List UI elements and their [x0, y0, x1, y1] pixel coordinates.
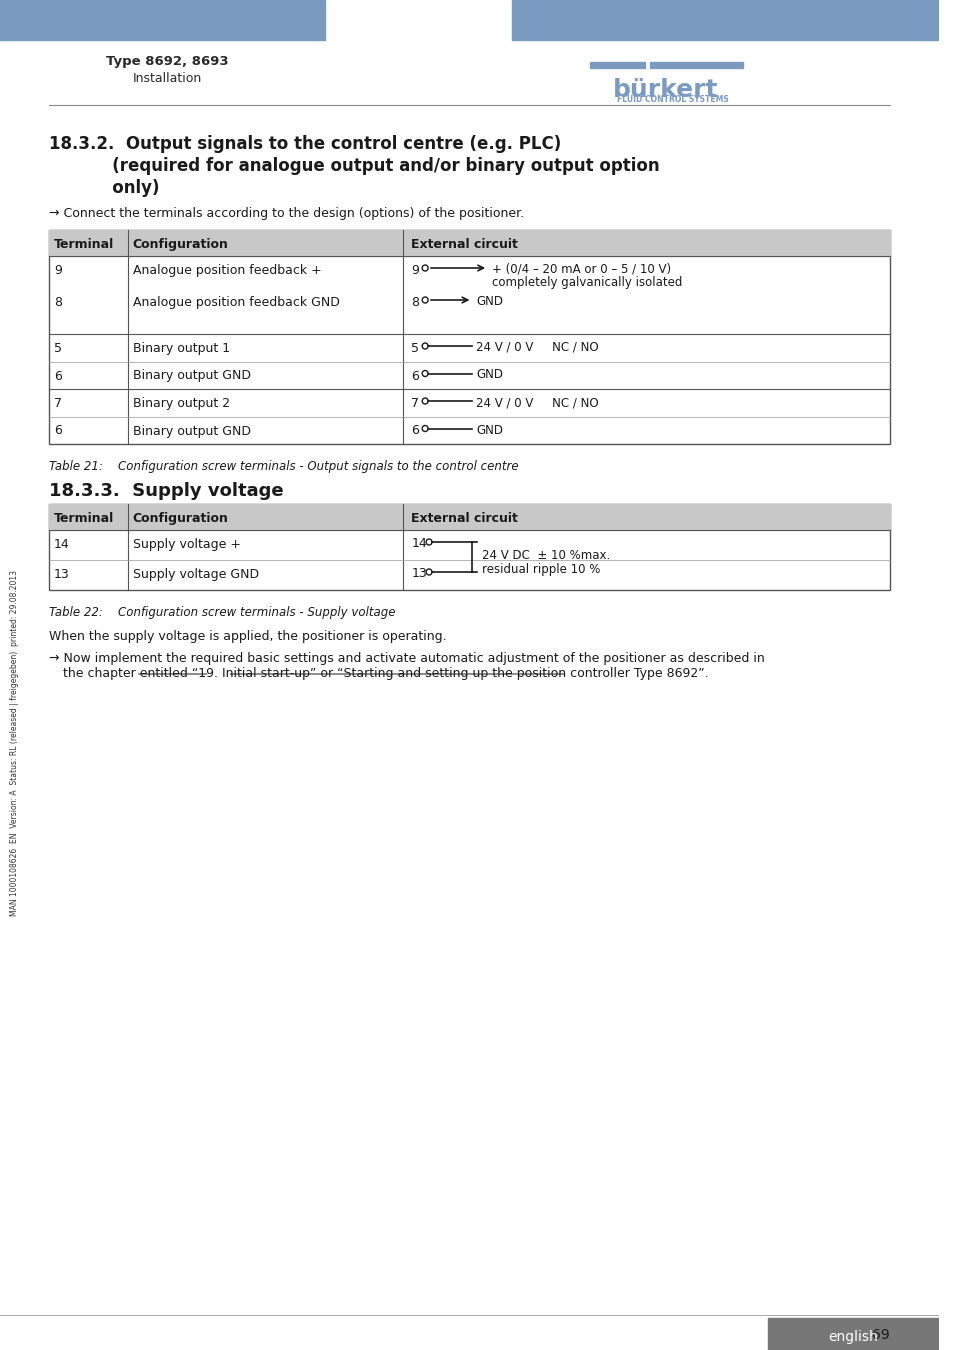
Text: GND: GND	[476, 296, 503, 308]
Text: Type 8692, 8693: Type 8692, 8693	[106, 55, 229, 68]
Text: the chapter entitled “19. Initial start-up” or “Starting and setting up the posi: the chapter entitled “19. Initial start-…	[63, 667, 708, 680]
Text: 8: 8	[54, 296, 62, 309]
Text: FLUID CONTROL SYSTEMS: FLUID CONTROL SYSTEMS	[617, 95, 728, 104]
Text: 13: 13	[54, 568, 70, 580]
Bar	[50, 504, 889, 531]
Text: Binary output GND: Binary output GND	[132, 424, 251, 437]
Text: Configuration: Configuration	[132, 512, 229, 525]
Text: Supply voltage GND: Supply voltage GND	[132, 568, 258, 580]
Bar	[50, 504, 889, 590]
Text: 7: 7	[54, 397, 62, 410]
Text: (required for analogue output and/or binary output option: (required for analogue output and/or bin…	[50, 157, 659, 176]
Text: 24 V / 0 V     NC / NO: 24 V / 0 V NC / NO	[476, 342, 598, 354]
Text: 9: 9	[411, 265, 418, 277]
Bar	[50, 230, 889, 444]
Text: Binary output GND: Binary output GND	[132, 370, 251, 382]
Text: Table 21:: Table 21:	[50, 460, 103, 472]
Text: Terminal: Terminal	[54, 512, 114, 525]
Text: + (0/4 – 20 mA or 0 – 5 / 10 V): + (0/4 – 20 mA or 0 – 5 / 10 V)	[492, 263, 671, 275]
Text: Binary output 1: Binary output 1	[132, 342, 230, 355]
Text: Table 22:: Table 22:	[50, 606, 103, 620]
Text: 24 V / 0 V     NC / NO: 24 V / 0 V NC / NO	[476, 396, 598, 409]
Bar	[649, 62, 742, 68]
Text: When the supply voltage is applied, the positioner is operating.: When the supply voltage is applied, the …	[50, 630, 446, 643]
Bar	[511, 0, 938, 40]
Text: Analogue position feedback +: Analogue position feedback +	[132, 265, 321, 277]
Text: Analogue position feedback GND: Analogue position feedback GND	[132, 296, 339, 309]
Text: 14: 14	[411, 537, 427, 549]
Bar	[590, 62, 644, 68]
Text: GND: GND	[476, 424, 503, 436]
Bar	[0, 0, 324, 40]
Text: Installation: Installation	[132, 72, 202, 85]
Text: 5: 5	[411, 342, 419, 355]
Text: Terminal: Terminal	[54, 238, 114, 251]
Text: GND: GND	[476, 369, 503, 382]
Bar	[50, 230, 889, 256]
Text: only): only)	[50, 180, 159, 197]
Text: bürkert: bürkert	[613, 78, 718, 103]
Text: → Now implement the required basic settings and activate automatic adjustment of: → Now implement the required basic setti…	[50, 652, 764, 666]
Text: 18.3.3.  Supply voltage: 18.3.3. Supply voltage	[50, 482, 284, 500]
Text: 6: 6	[411, 424, 418, 437]
Text: 6: 6	[54, 424, 62, 437]
Text: 13: 13	[411, 567, 427, 580]
Text: 9: 9	[54, 265, 62, 277]
Text: External circuit: External circuit	[411, 512, 517, 525]
Text: english: english	[827, 1330, 877, 1345]
Text: 5: 5	[54, 342, 62, 355]
Text: Configuration: Configuration	[132, 238, 229, 251]
Text: Supply voltage +: Supply voltage +	[132, 539, 240, 551]
Text: Configuration screw terminals - Output signals to the control centre: Configuration screw terminals - Output s…	[118, 460, 518, 472]
Text: 14: 14	[54, 539, 70, 551]
Text: External circuit: External circuit	[411, 238, 517, 251]
Text: 18.3.2.  Output signals to the control centre (e.g. PLC): 18.3.2. Output signals to the control ce…	[50, 135, 561, 153]
Text: 69: 69	[871, 1328, 889, 1342]
Text: 6: 6	[411, 370, 418, 382]
Text: 8: 8	[411, 296, 419, 309]
Text: MAN 1000108626  EN  Version: A  Status: RL (released | freigegeben)  printed: 29: MAN 1000108626 EN Version: A Status: RL …	[10, 570, 19, 915]
Bar	[767, 1318, 938, 1350]
Text: completely galvanically isolated: completely galvanically isolated	[492, 275, 681, 289]
Text: → Connect the terminals according to the design (options) of the positioner.: → Connect the terminals according to the…	[50, 207, 524, 220]
Text: 6: 6	[54, 370, 62, 382]
Text: 7: 7	[411, 397, 419, 410]
Text: Binary output 2: Binary output 2	[132, 397, 230, 410]
Text: residual ripple 10 %: residual ripple 10 %	[481, 563, 600, 576]
Text: 24 V DC  ± 10 %max.: 24 V DC ± 10 %max.	[481, 549, 610, 562]
Text: Configuration screw terminals - Supply voltage: Configuration screw terminals - Supply v…	[118, 606, 395, 620]
